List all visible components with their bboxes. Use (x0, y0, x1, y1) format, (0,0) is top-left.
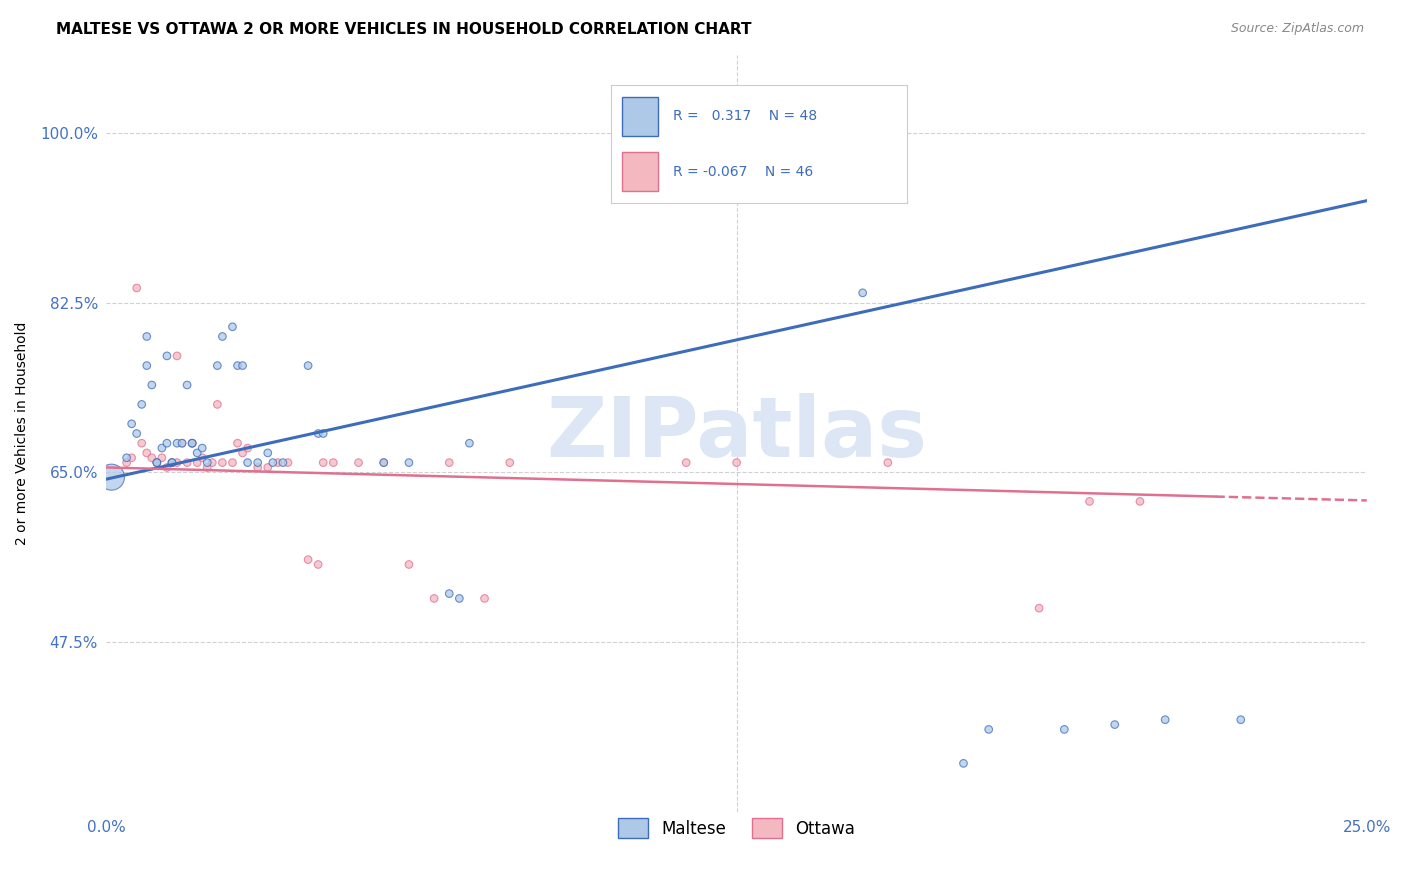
Point (166, 436, 188, 450)
Point (170, 436, 193, 450)
Point (121, 417, 143, 431)
Point (150, 450, 173, 465)
Point (852, 285, 875, 300)
Point (156, 460, 179, 475)
Point (312, 426, 335, 441)
Point (312, 456, 335, 470)
Point (347, 456, 370, 470)
Point (307, 426, 329, 441)
Point (262, 456, 284, 470)
Point (166, 456, 188, 470)
Point (166, 349, 188, 363)
Point (277, 456, 299, 470)
Point (191, 441, 214, 455)
Point (211, 329, 233, 343)
Point (1053, 723, 1076, 737)
Point (135, 329, 157, 343)
Point (236, 456, 259, 470)
Point (221, 319, 243, 334)
Point (181, 436, 204, 450)
Point (141, 450, 163, 465)
Point (1154, 713, 1177, 727)
Point (373, 456, 395, 470)
Point (125, 281, 148, 295)
Text: MALTESE VS OTTAWA 2 OR MORE VEHICLES IN HOUSEHOLD CORRELATION CHART: MALTESE VS OTTAWA 2 OR MORE VEHICLES IN … (56, 22, 752, 37)
Point (146, 456, 169, 470)
Point (297, 359, 319, 373)
Point (176, 456, 198, 470)
Point (236, 441, 259, 455)
Point (186, 456, 208, 470)
Point (150, 441, 173, 455)
Point (499, 456, 522, 470)
Point (1229, 713, 1251, 727)
Point (160, 456, 183, 470)
Point (135, 446, 157, 460)
Point (373, 456, 395, 470)
Point (232, 359, 254, 373)
Point (977, 723, 1000, 737)
Point (195, 456, 218, 470)
Point (226, 359, 249, 373)
Point (160, 456, 183, 470)
Point (246, 456, 269, 470)
Point (186, 446, 208, 460)
Point (458, 436, 481, 450)
Point (449, 591, 471, 606)
Point (115, 450, 138, 465)
Point (211, 456, 233, 470)
Point (176, 378, 198, 392)
Point (1129, 494, 1152, 508)
Point (160, 456, 183, 470)
Point (307, 558, 329, 572)
Point (398, 558, 420, 572)
Point (191, 450, 214, 465)
Point (256, 446, 278, 460)
Point (207, 359, 229, 373)
Text: ZIPatlas: ZIPatlas (546, 393, 927, 474)
Point (1028, 601, 1050, 615)
Point (267, 456, 290, 470)
Point (675, 456, 697, 470)
Point (439, 456, 461, 470)
Point (322, 456, 344, 470)
Point (141, 378, 163, 392)
Point (246, 460, 269, 475)
Point (423, 591, 446, 606)
Y-axis label: 2 or more Vehicles in Household: 2 or more Vehicles in Household (15, 322, 30, 545)
Point (221, 456, 243, 470)
Point (195, 460, 218, 475)
Point (256, 460, 278, 475)
Point (135, 359, 157, 373)
Point (156, 436, 179, 450)
Point (125, 426, 148, 441)
Point (1078, 494, 1101, 508)
Point (201, 456, 224, 470)
Point (725, 456, 748, 470)
Legend: Maltese, Ottawa: Maltese, Ottawa (612, 812, 862, 845)
Point (181, 436, 204, 450)
Point (131, 436, 153, 450)
Point (439, 586, 461, 600)
Point (398, 456, 420, 470)
Point (952, 756, 974, 771)
Point (156, 349, 179, 363)
Point (207, 397, 229, 411)
Point (232, 446, 254, 460)
Point (181, 436, 204, 450)
Point (146, 456, 169, 470)
Point (876, 456, 898, 470)
Point (1104, 717, 1126, 731)
Point (474, 591, 496, 606)
Point (170, 436, 193, 450)
Point (100, 470, 122, 484)
Point (121, 450, 143, 465)
Text: Source: ZipAtlas.com: Source: ZipAtlas.com (1230, 22, 1364, 36)
Point (297, 552, 319, 566)
Point (115, 456, 138, 470)
Point (146, 456, 169, 470)
Point (271, 456, 294, 470)
Point (131, 397, 153, 411)
Point (226, 436, 249, 450)
